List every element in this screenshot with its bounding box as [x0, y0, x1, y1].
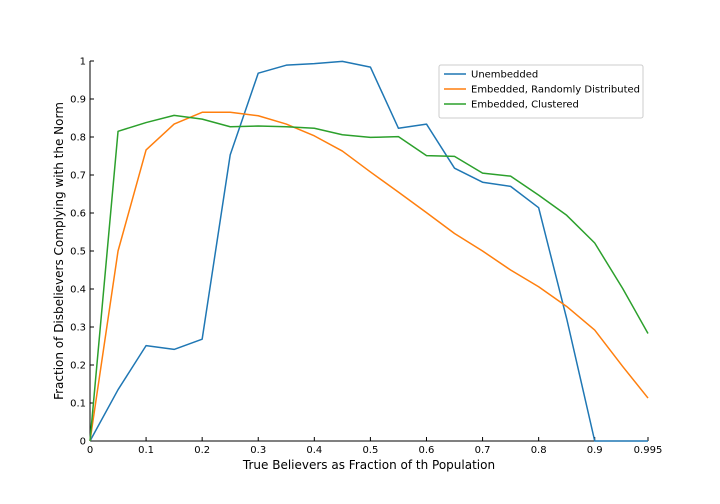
x-tick-label: 0.4	[306, 445, 322, 456]
series-line-3	[89, 114, 649, 442]
legend-label: Embedded, Randomly Distributed	[471, 85, 640, 96]
x-tick-label: 0.9	[587, 445, 603, 456]
legend: Unembedded Embedded, Randomly Distributed…	[438, 64, 644, 119]
y-tick-label: 0.1	[70, 399, 86, 410]
legend-label: Unembedded	[471, 70, 538, 81]
x-tick-label: 0	[87, 445, 93, 456]
x-axis: 0 0.1 0.2 0.3 0.4 0.5 0.6 0.7 0.8 0.9 0.995	[87, 437, 663, 456]
y-tick-label: 0.5	[70, 247, 86, 258]
series-layer	[89, 60, 649, 442]
y-axis: 0 0.1 0.2 0.3 0.4 0.5 0.6 0.7 0.8 0.9 1	[70, 57, 94, 448]
y-tick-label: 0	[80, 437, 86, 448]
x-tick-label: 0.2	[194, 445, 210, 456]
y-tick-label: 0.8	[70, 133, 86, 144]
x-tick-label: 0.5	[362, 445, 378, 456]
y-tick-label: 0.9	[70, 95, 86, 106]
x-tick-label: 0.1	[138, 445, 154, 456]
x-tick-label: 0.7	[475, 445, 491, 456]
y-tick-label: 0.4	[70, 285, 86, 296]
series-line-2	[89, 111, 649, 442]
series-line-1	[89, 60, 648, 442]
y-axis-title: Fraction of Disbelievers Complying with …	[52, 102, 66, 400]
legend-label: Embedded, Clustered	[471, 100, 579, 111]
y-tick-label: 0.6	[70, 209, 86, 220]
x-tick-label: 0.8	[531, 445, 547, 456]
y-tick-label: 0.2	[70, 361, 86, 372]
y-tick-label: 1	[80, 57, 86, 68]
y-tick-label: 0.3	[70, 323, 86, 334]
x-axis-title: True Believers as Fraction of th Populat…	[242, 458, 495, 472]
y-tick-label: 0.7	[70, 171, 86, 182]
x-tick-label: 0.6	[419, 445, 435, 456]
x-tick-label: 0.3	[250, 445, 266, 456]
x-tick-label: 0.995	[634, 445, 663, 456]
legend-box	[438, 64, 644, 119]
